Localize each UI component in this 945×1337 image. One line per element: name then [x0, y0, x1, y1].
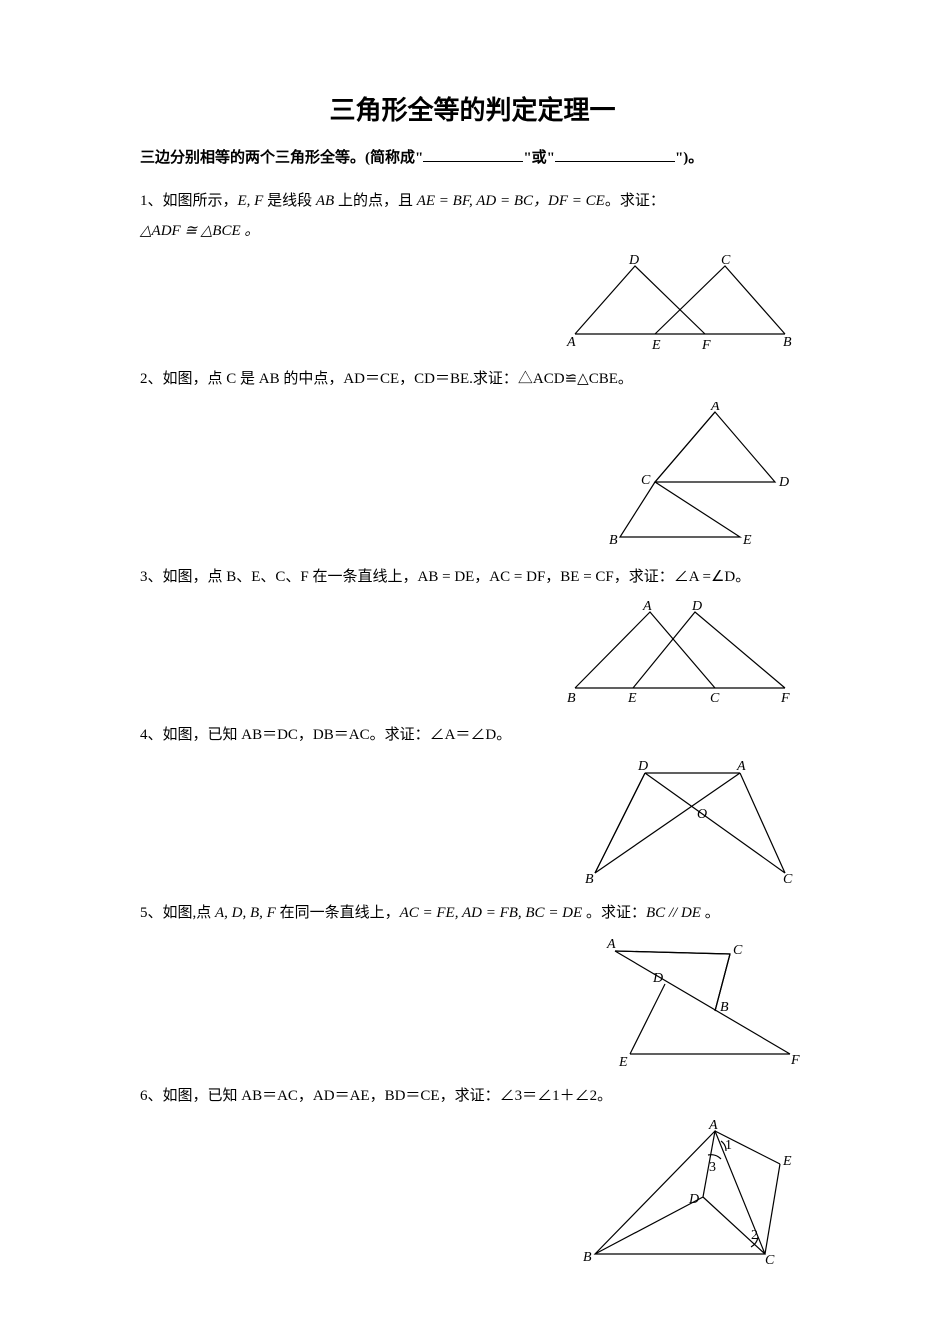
svg-text:A: A	[710, 402, 720, 414]
problem-3-figure-wrap: B E C F A D	[140, 600, 805, 710]
svg-text:D: D	[628, 254, 639, 268]
problem-5: 5、如图,点 A, D, B, F 在同一条直线上，AC = FE, AD = …	[140, 898, 805, 928]
svg-text:E: E	[651, 338, 661, 353]
problem-3: 3、如图，点 B、E、C、F 在一条直线上，AB = DE，AC = DF，BE…	[140, 562, 805, 592]
problem-2: 2、如图，点 C 是 AB 的中点，AD＝CE，CD＝BE.求证：△ACD≌△C…	[140, 364, 805, 394]
problem-1-figure: A E F B D C	[555, 254, 805, 354]
svg-text:A: A	[736, 759, 746, 774]
svg-text:B: B	[720, 1000, 729, 1015]
svg-text:F: F	[701, 338, 711, 353]
problem-6: 6、如图，已知 AB＝AC，AD＝AE，BD＝CE，求证：∠3＝∠1＋∠2。	[140, 1081, 805, 1111]
svg-text:F: F	[790, 1053, 800, 1068]
svg-text:B: B	[567, 691, 576, 706]
svg-text:E: E	[782, 1154, 792, 1169]
page-title: 三角形全等的判定定理一	[140, 90, 805, 127]
p1-t4: 。求证：	[605, 193, 665, 209]
p5-t2: 在同一条直线上，	[276, 905, 400, 921]
problem-2-figure: A C D B E	[605, 402, 805, 552]
p1-t2: 是线段	[263, 193, 316, 209]
p4-svg: D A B C O	[575, 758, 805, 888]
p1-ab: AB	[316, 193, 334, 209]
svg-text:C: C	[641, 473, 651, 488]
svg-text:D: D	[637, 759, 648, 774]
p5-conc: BC // DE	[646, 905, 701, 921]
p1-t1: 1、如图所示，	[140, 193, 238, 209]
svg-text:2: 2	[751, 1228, 758, 1243]
problem-5-figure: A C D B E F	[595, 936, 805, 1071]
blank-1	[423, 146, 523, 162]
p3-svg: B E C F A D	[555, 600, 805, 710]
problem-4-figure: D A B C O	[575, 758, 805, 888]
svg-text:B: B	[609, 533, 618, 548]
svg-text:A: A	[606, 937, 616, 952]
problem-2-figure-wrap: A C D B E	[140, 402, 805, 552]
svg-text:D: D	[652, 971, 663, 986]
p1-svg: A E F B D C	[555, 254, 805, 354]
problem-6-figure: A B C D E 1 3 2	[575, 1119, 805, 1269]
svg-text:D: D	[691, 600, 702, 614]
p6-text: 6、如图，已知 AB＝AC，AD＝AE，BD＝CE，求证：∠3＝∠1＋∠2。	[140, 1088, 612, 1104]
svg-text:E: E	[742, 533, 752, 548]
intro-line: 三边分别相等的两个三角形全等。(简称成" "或" ")。	[140, 145, 805, 172]
svg-text:C: C	[783, 872, 793, 887]
problem-1: 1、如图所示，E, F 是线段 AB 上的点，且 AE = BF, AD = B…	[140, 186, 805, 246]
svg-text:1: 1	[725, 1138, 732, 1153]
p1-ef: E, F	[238, 193, 264, 209]
svg-text:E: E	[627, 691, 637, 706]
blank-2	[555, 146, 675, 162]
p3-text: 3、如图，点 B、E、C、F 在一条直线上，AB = DE，AC = DF，BE…	[140, 569, 750, 585]
svg-text:A: A	[642, 600, 652, 614]
problem-4-figure-wrap: D A B C O	[140, 758, 805, 888]
p5-t4: 。	[701, 905, 720, 921]
p2-svg: A C D B E	[605, 402, 805, 552]
p5-eq: AC = FE, AD = FB, BC = DE	[400, 905, 583, 921]
p5-svg: A C D B E F	[595, 936, 805, 1071]
svg-text:A: A	[566, 335, 576, 350]
problem-4: 4、如图，已知 AB＝DC，DB＝AC。求证：∠A＝∠D。	[140, 720, 805, 750]
svg-text:C: C	[765, 1253, 775, 1268]
svg-text:C: C	[721, 254, 731, 268]
p5-t3: 。求证：	[582, 905, 646, 921]
svg-text:A: A	[708, 1119, 718, 1133]
intro-suffix: ")。	[675, 150, 703, 166]
problem-1-text: 1、如图所示，E, F 是线段 AB 上的点，且 AE = BF, AD = B…	[140, 186, 805, 216]
svg-text:C: C	[733, 943, 743, 958]
problem-1-figure-wrap: A E F B D C	[140, 254, 805, 354]
p5-t1: 5、如图,点	[140, 905, 215, 921]
svg-text:B: B	[585, 872, 594, 887]
p6-svg: A B C D E 1 3 2	[575, 1119, 805, 1269]
p1-t3: 上的点，且	[334, 193, 417, 209]
p2-text: 2、如图，点 C 是 AB 的中点，AD＝CE，CD＝BE.求证：△ACD≌△C…	[140, 371, 633, 387]
document-page: 三角形全等的判定定理一 三边分别相等的两个三角形全等。(简称成" "或" ")。 1…	[0, 0, 945, 1337]
p5-vars: A, D, B, F	[215, 905, 276, 921]
svg-text:C: C	[710, 691, 720, 706]
svg-text:O: O	[697, 807, 707, 822]
svg-text:B: B	[583, 1250, 592, 1265]
problem-3-figure: B E C F A D	[555, 600, 805, 710]
svg-text:B: B	[783, 335, 792, 350]
svg-text:D: D	[688, 1192, 699, 1207]
p1-line2: △ADF ≅ △BCE 。	[140, 216, 805, 246]
svg-text:D: D	[778, 475, 789, 490]
p4-text: 4、如图，已知 AB＝DC，DB＝AC。求证：∠A＝∠D。	[140, 727, 511, 743]
problem-5-figure-wrap: A C D B E F	[140, 936, 805, 1071]
p1-eq: AE = BF, AD = BC，DF = CE	[417, 193, 605, 209]
intro-mid: "或"	[523, 150, 555, 166]
intro-prefix: 三边分别相等的两个三角形全等。(简称成"	[140, 150, 423, 166]
svg-text:F: F	[780, 691, 790, 706]
svg-text:3: 3	[709, 1160, 716, 1175]
svg-text:E: E	[618, 1055, 628, 1070]
problem-6-figure-wrap: A B C D E 1 3 2	[140, 1119, 805, 1269]
